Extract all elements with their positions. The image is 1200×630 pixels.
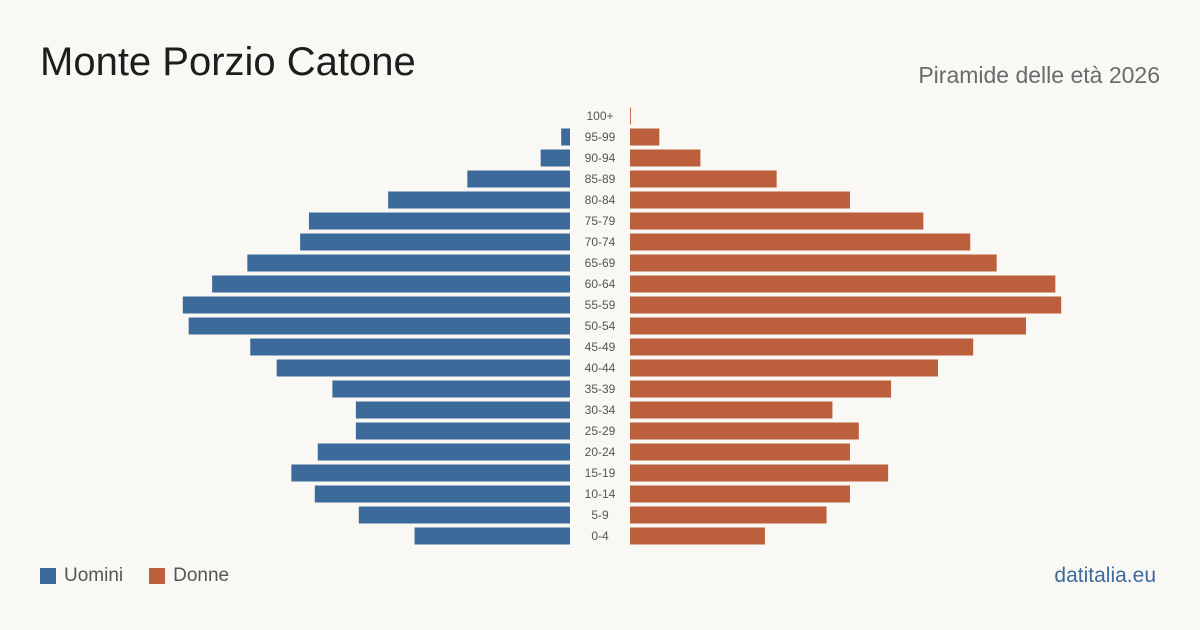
age-label-30-34: 30-34 bbox=[585, 403, 616, 417]
bar-women-90-94 bbox=[630, 149, 701, 167]
bar-men-0-4 bbox=[414, 527, 570, 545]
age-label-40-44: 40-44 bbox=[585, 361, 616, 375]
bar-men-80-84 bbox=[388, 191, 570, 209]
bar-women-75-79 bbox=[630, 212, 924, 230]
age-label-35-39: 35-39 bbox=[585, 382, 616, 396]
bar-women-50-54 bbox=[630, 317, 1026, 335]
female-bars bbox=[630, 107, 1062, 545]
bar-men-70-74 bbox=[300, 233, 570, 251]
bar-women-30-34 bbox=[630, 401, 833, 419]
bar-women-45-49 bbox=[630, 338, 974, 356]
bar-men-85-89 bbox=[467, 170, 570, 188]
age-label-85-89: 85-89 bbox=[585, 172, 616, 186]
bar-men-90-94 bbox=[540, 149, 570, 167]
bar-men-30-34 bbox=[355, 401, 570, 419]
age-label-45-49: 45-49 bbox=[585, 340, 616, 354]
age-label-15-19: 15-19 bbox=[585, 466, 616, 480]
age-label-65-69: 65-69 bbox=[585, 256, 616, 270]
bar-women-80-84 bbox=[630, 191, 850, 209]
age-label-70-74: 70-74 bbox=[585, 235, 616, 249]
bar-women-20-24 bbox=[630, 443, 850, 461]
bar-women-55-59 bbox=[630, 296, 1062, 314]
bar-men-95-99 bbox=[561, 128, 570, 146]
bar-women-65-69 bbox=[630, 254, 997, 272]
legend: Uomini Donne bbox=[40, 565, 255, 587]
age-labels: 100+ 95-99 90-94 85-89 80-84 75-79 70-74 65-69 6… bbox=[585, 109, 616, 543]
bar-men-55-59 bbox=[182, 296, 571, 314]
bar-women-100plus bbox=[630, 107, 631, 125]
brand-link[interactable]: datitalia.eu bbox=[1054, 564, 1156, 587]
age-label-20-24: 20-24 bbox=[585, 445, 616, 459]
bar-men-35-39 bbox=[332, 380, 570, 398]
age-label-100plus: 100+ bbox=[586, 109, 613, 123]
bar-women-85-89 bbox=[630, 170, 777, 188]
bar-men-60-64 bbox=[212, 275, 570, 293]
bar-women-95-99 bbox=[630, 128, 660, 146]
bar-women-0-4 bbox=[630, 527, 765, 545]
bar-women-25-29 bbox=[630, 422, 859, 440]
age-label-80-84: 80-84 bbox=[585, 193, 616, 207]
bar-men-25-29 bbox=[355, 422, 570, 440]
chart-subtitle: Piramide delle età 2026 bbox=[918, 62, 1160, 88]
bar-men-65-69 bbox=[247, 254, 571, 272]
legend-label-men: Uomini bbox=[64, 565, 124, 586]
legend-item-women: Donne bbox=[149, 565, 229, 587]
age-label-55-59: 55-59 bbox=[585, 298, 616, 312]
age-label-5-9: 5-9 bbox=[591, 508, 609, 522]
bar-women-70-74 bbox=[630, 233, 971, 251]
age-label-95-99: 95-99 bbox=[585, 130, 616, 144]
bar-men-15-19 bbox=[291, 464, 570, 482]
male-bars bbox=[182, 128, 571, 545]
page-title: Monte Porzio Catone bbox=[40, 40, 416, 84]
bar-men-40-44 bbox=[276, 359, 570, 377]
age-label-25-29: 25-29 bbox=[585, 424, 616, 438]
bar-men-50-54 bbox=[188, 317, 570, 335]
legend-swatch-women bbox=[149, 568, 166, 584]
bar-women-40-44 bbox=[630, 359, 938, 377]
age-label-50-54: 50-54 bbox=[585, 319, 616, 333]
bar-women-35-39 bbox=[630, 380, 892, 398]
bar-men-10-14 bbox=[314, 485, 570, 503]
bar-men-45-49 bbox=[250, 338, 570, 356]
bar-women-5-9 bbox=[630, 506, 827, 524]
legend-item-men: Uomini bbox=[40, 565, 123, 587]
age-label-10-14: 10-14 bbox=[585, 487, 616, 501]
bar-men-75-79 bbox=[308, 212, 570, 230]
bar-men-20-24 bbox=[317, 443, 570, 461]
legend-label-women: Donne bbox=[173, 565, 230, 586]
age-label-75-79: 75-79 bbox=[585, 214, 616, 228]
bar-women-10-14 bbox=[630, 485, 850, 503]
bar-women-60-64 bbox=[630, 275, 1056, 293]
age-label-60-64: 60-64 bbox=[585, 277, 616, 291]
age-label-0-4: 0-4 bbox=[591, 529, 609, 543]
bar-men-5-9 bbox=[358, 506, 570, 524]
legend-swatch-men bbox=[40, 568, 56, 584]
bar-women-15-19 bbox=[630, 464, 889, 482]
age-label-90-94: 90-94 bbox=[585, 151, 616, 165]
